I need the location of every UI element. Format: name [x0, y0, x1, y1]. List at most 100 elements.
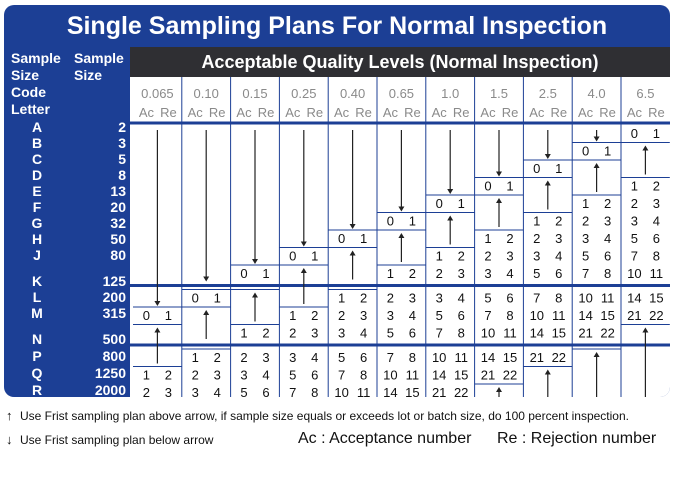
- aql-level-label: 1.5: [490, 86, 508, 101]
- re-value: 6: [458, 308, 465, 323]
- re-value: 4: [653, 214, 660, 229]
- ac-value: 0: [338, 231, 345, 246]
- ac-header-label: Ac: [578, 105, 594, 120]
- ac-value: 7: [533, 291, 540, 306]
- re-definition: Re : Rejection number: [497, 430, 657, 447]
- down-arrow-icon: [593, 136, 600, 142]
- aql-grid-svg: 0.065 Ac Re 0.10 Ac Re 0.15 Ac Re 0.25 Ac Re 0.40 Ac R…: [130, 77, 670, 397]
- aql-level-label: 0.40: [340, 86, 365, 101]
- ac-value: 7: [436, 326, 443, 341]
- ac-value: 0: [582, 144, 589, 159]
- ac-value: 1: [143, 368, 150, 383]
- re-value: 4: [604, 231, 611, 246]
- re-value: 3: [555, 231, 562, 246]
- re-value: 6: [262, 385, 269, 397]
- header-line: Sample: [74, 50, 124, 66]
- aql-banner: Acceptable Quality Levels (Normal Inspec…: [130, 47, 670, 77]
- sample-size-315: 315: [102, 305, 126, 321]
- ac-value: 14: [627, 291, 641, 306]
- up-arrow-icon: [203, 310, 210, 315]
- re-value: 1: [214, 291, 221, 306]
- re-value: 8: [458, 326, 465, 341]
- ac-value: 3: [338, 326, 345, 341]
- ac-value: 3: [387, 308, 394, 323]
- sample-size-800: 800: [102, 348, 126, 364]
- ac-value: 0: [484, 179, 491, 194]
- ac-value: 21: [578, 326, 592, 341]
- re-value: 4: [360, 326, 367, 341]
- re-value: 3: [262, 350, 269, 365]
- code-letter-j: J: [33, 247, 41, 263]
- code-letter-m: M: [31, 305, 43, 321]
- re-value: 1: [458, 196, 465, 211]
- ac-value: 2: [436, 266, 443, 281]
- ac-value: 0: [631, 126, 638, 141]
- code-letter-c: C: [31, 151, 43, 167]
- ac-value: 14: [578, 308, 592, 323]
- ac-value: 10: [432, 350, 446, 365]
- re-value: 1: [165, 308, 172, 323]
- re-header-label: Re: [453, 105, 470, 120]
- re-value: 6: [604, 249, 611, 264]
- re-value: 3: [311, 326, 318, 341]
- down-arrow-icon: [154, 301, 161, 306]
- sample-size-2000: 2000: [94, 382, 126, 397]
- up-arrow-icon: [593, 352, 600, 357]
- re-value: 2: [506, 231, 513, 246]
- down-arrow-icon: [398, 206, 405, 212]
- re-value: 4: [214, 385, 221, 397]
- re-header-label: Re: [160, 105, 177, 120]
- ac-value: 0: [192, 291, 199, 306]
- re-value: 2: [262, 326, 269, 341]
- sample-size-32: 32: [110, 215, 126, 231]
- ac-value: 7: [484, 308, 491, 323]
- ac-value: 2: [192, 368, 199, 383]
- re-value: 8: [311, 385, 318, 397]
- code-letter-a: A: [31, 119, 43, 135]
- re-value: 11: [357, 385, 371, 397]
- ac-value: 2: [143, 385, 150, 397]
- down-arrow-icon: [349, 224, 356, 229]
- ac-value: 7: [289, 385, 296, 397]
- re-value: 8: [604, 266, 611, 281]
- sample-size-5: 5: [118, 151, 126, 167]
- re-value: 3: [409, 291, 416, 306]
- re-value: 4: [311, 350, 318, 365]
- code-letter-r: R: [31, 382, 43, 397]
- legend-down-row: ↓ Use Frist sampling plan below arrow: [6, 432, 213, 447]
- re-value: 3: [165, 385, 172, 397]
- re-value: 11: [406, 368, 420, 383]
- up-arrow-icon: [447, 215, 454, 221]
- sample-size-20: 20: [110, 199, 126, 215]
- ac-value: 1: [289, 308, 296, 323]
- ac-value: 5: [436, 308, 443, 323]
- ac-value: 5: [387, 326, 394, 341]
- re-header-label: Re: [209, 105, 226, 120]
- ac-value: 5: [631, 231, 638, 246]
- header-sample-size: Sample Size: [74, 50, 134, 90]
- re-value: 8: [555, 291, 562, 306]
- ac-value: 2: [533, 231, 540, 246]
- header-line: Size: [11, 67, 40, 83]
- ac-value: 5: [484, 291, 491, 306]
- aql-level-label: 1.0: [441, 86, 459, 101]
- re-value: 11: [650, 266, 664, 281]
- ac-value: 7: [338, 368, 345, 383]
- re-value: 3: [360, 308, 367, 323]
- re-value: 3: [458, 266, 465, 281]
- ac-value: 10: [627, 266, 641, 281]
- up-arrow-icon: [300, 268, 307, 273]
- ac-value: 0: [289, 249, 296, 264]
- code-letter-k: K: [31, 273, 43, 289]
- sample-size-8: 8: [118, 167, 126, 183]
- aql-level-label: 2.5: [539, 86, 557, 101]
- re-value: 6: [311, 368, 318, 383]
- re-value: 4: [506, 266, 513, 281]
- re-value: 1: [409, 214, 416, 229]
- ac-value: 14: [383, 385, 397, 397]
- ac-value: 5: [582, 249, 589, 264]
- legend-down-text: Use Frist sampling plan below arrow: [20, 433, 214, 447]
- ac-value: 21: [627, 308, 641, 323]
- ac-value: 3: [484, 266, 491, 281]
